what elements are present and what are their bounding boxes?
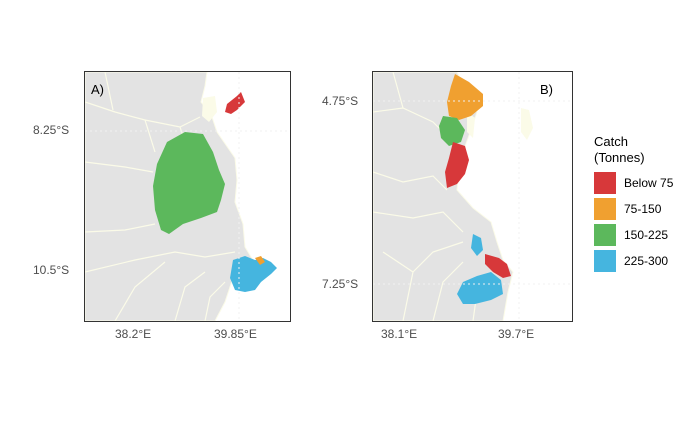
- y-tick-b-2: 7.25°S: [322, 277, 359, 291]
- boundary-lines-b: [373, 72, 478, 321]
- boundary-lines-a: [85, 72, 236, 321]
- map-frame-a: [84, 71, 291, 322]
- region-orange-b: [447, 74, 483, 120]
- legend-item-below-75: Below 75: [594, 170, 673, 196]
- legend-label: Below 75: [624, 176, 674, 190]
- region-red-b2: [485, 254, 511, 278]
- island-b2: [467, 112, 475, 138]
- x-tick-b-2: 39.7°E: [498, 327, 535, 341]
- y-tick-a-1: 8.25°S: [33, 123, 70, 137]
- y-tick-a-2: 10.5°S: [33, 263, 70, 277]
- legend-item-150-225: 150-225: [594, 222, 673, 248]
- legend-label: 75-150: [624, 202, 662, 216]
- legend-swatch-green: [594, 224, 616, 246]
- y-tick-b-1: 4.75°S: [322, 94, 359, 108]
- region-green-b: [439, 116, 465, 146]
- x-tick-a-2: 39.85°E: [214, 327, 257, 341]
- legend-title-line1: Catch: [594, 134, 628, 149]
- panel-label-b: B): [540, 82, 553, 97]
- legend-label: 150-225: [624, 228, 669, 242]
- legend-swatch-red: [594, 172, 616, 194]
- panel-label-a: A): [91, 82, 104, 97]
- legend-swatch-blue: [594, 250, 616, 272]
- legend: Catch (Tonnes) Below 75 75-150 150-225 2…: [594, 134, 673, 274]
- legend-item-225-300: 225-300: [594, 248, 673, 274]
- legend-swatch-orange: [594, 198, 616, 220]
- legend-title-line2: (Tonnes): [594, 150, 645, 165]
- island-a: [202, 96, 217, 122]
- x-tick-a-1: 38.2°E: [115, 327, 152, 341]
- region-blue-b1: [471, 234, 483, 256]
- region-blue-a: [230, 256, 277, 292]
- region-green-a: [153, 132, 225, 234]
- region-orange-a: [255, 256, 265, 265]
- region-red-a: [225, 92, 245, 114]
- legend-label: 225-300: [624, 254, 669, 268]
- island-b: [521, 108, 533, 140]
- legend-item-75-150: 75-150: [594, 196, 673, 222]
- map-b-svg: [373, 72, 572, 321]
- x-tick-b-1: 38.1°E: [381, 327, 418, 341]
- region-blue-b2: [457, 272, 503, 304]
- map-a-svg: [85, 72, 290, 321]
- map-frame-b: [372, 71, 573, 322]
- region-red-b1: [445, 142, 469, 188]
